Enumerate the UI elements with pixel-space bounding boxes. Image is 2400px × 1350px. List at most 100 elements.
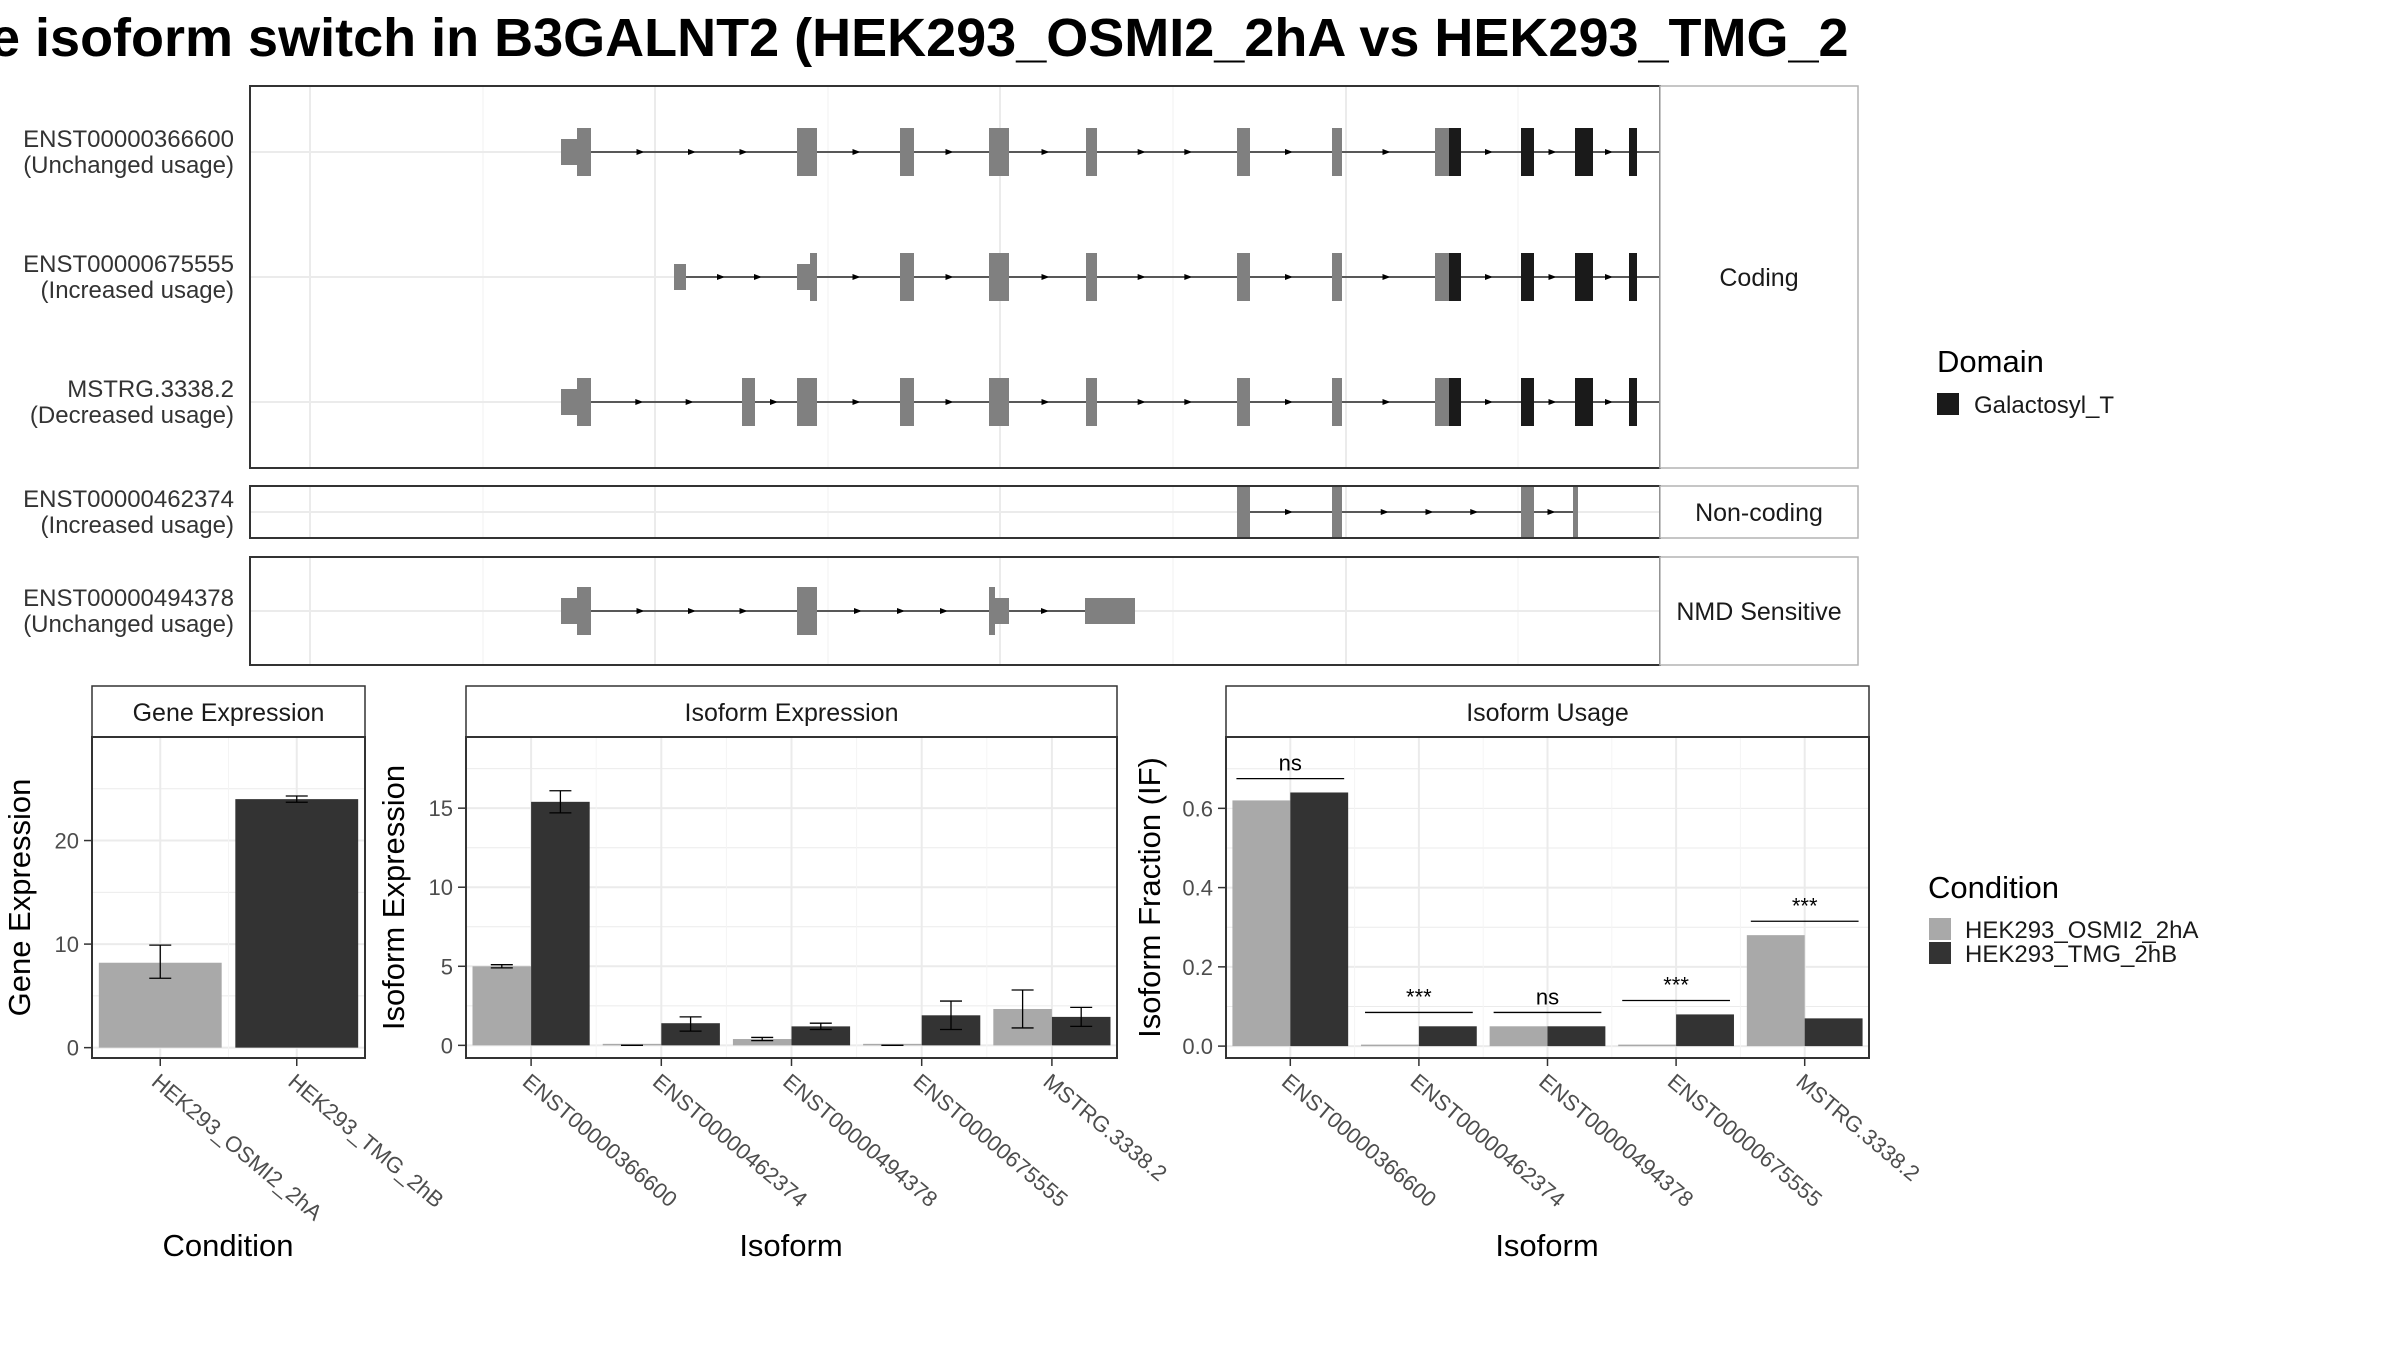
x-axis-title: Isoform xyxy=(739,1228,842,1263)
domain-exon xyxy=(1575,253,1593,301)
direction-arrow xyxy=(636,149,645,155)
direction-arrow xyxy=(717,274,725,280)
y-tick-label: 0.6 xyxy=(1182,796,1213,821)
facet-strip xyxy=(1659,85,1859,469)
bar xyxy=(1676,1014,1734,1047)
isoform-label: ENST00000462374 xyxy=(23,486,234,513)
exon xyxy=(1237,253,1250,301)
exon xyxy=(1332,128,1342,176)
isoform-status-label: (Increased usage) xyxy=(41,277,234,304)
exon xyxy=(561,389,577,415)
exon xyxy=(1435,253,1449,301)
domain-legend: Domain Galactosyl_T xyxy=(1937,344,2114,419)
exon xyxy=(1237,128,1250,176)
isoform-track: ENST00000462374(Increased usage) xyxy=(23,486,1578,539)
bar xyxy=(472,966,532,1046)
exon xyxy=(561,139,577,165)
exon xyxy=(1086,253,1097,301)
direction-arrow xyxy=(1605,274,1613,280)
domain-exon xyxy=(1629,128,1637,176)
exon xyxy=(561,598,577,624)
panel-strip-label: Isoform Expression xyxy=(685,699,899,727)
direction-arrow xyxy=(854,608,862,614)
isoform-label: MSTRG.3338.2 xyxy=(67,376,234,403)
direction-arrow xyxy=(1548,399,1557,405)
direction-arrow xyxy=(1548,149,1557,155)
facet-strip-label: NMD Sensitive xyxy=(1676,598,1841,626)
bar xyxy=(863,1043,922,1046)
exon xyxy=(797,264,810,290)
isoform-label: ENST00000675555 xyxy=(23,251,234,278)
exon xyxy=(577,378,591,426)
y-tick-label: 10 xyxy=(55,932,79,957)
bar xyxy=(235,799,359,1048)
isoform-label: ENST00000366600 xyxy=(23,126,234,153)
exon xyxy=(989,253,1009,301)
direction-arrow xyxy=(945,399,954,405)
exon xyxy=(989,378,1009,426)
bar xyxy=(1232,800,1291,1047)
facet-strip xyxy=(1659,556,1859,666)
exon xyxy=(1435,378,1449,426)
x-axis-title: Condition xyxy=(163,1228,294,1263)
exon xyxy=(797,378,817,426)
isoform-status-label: (Increased usage) xyxy=(41,512,234,539)
direction-arrow xyxy=(635,399,644,405)
domain-exon xyxy=(1629,253,1637,301)
direction-arrow xyxy=(739,608,748,614)
domain-exon xyxy=(1449,378,1461,426)
y-tick-label: 10 xyxy=(429,875,453,900)
domain-legend-label: Galactosyl_T xyxy=(1974,392,2114,419)
significance-label: *** xyxy=(1792,893,1818,918)
exon xyxy=(577,587,591,635)
direction-arrow xyxy=(685,399,694,405)
direction-arrow xyxy=(1285,274,1293,280)
direction-arrow xyxy=(688,149,696,155)
panel-strip xyxy=(465,685,1118,738)
significance-label: *** xyxy=(1406,984,1432,1009)
direction-arrow xyxy=(1548,274,1557,280)
bar xyxy=(661,1023,720,1046)
exon xyxy=(1332,378,1342,426)
y-axis-title: Isoform Expression xyxy=(376,765,411,1030)
x-axis-title: Isoform xyxy=(1495,1228,1598,1263)
legends: Domain Galactosyl_T Condition HEK293_OSMI2_… xyxy=(1928,344,2198,968)
direction-arrow xyxy=(636,608,645,614)
direction-arrow xyxy=(1547,509,1556,515)
y-tick-label: 20 xyxy=(55,829,79,854)
significance-label: *** xyxy=(1663,973,1689,998)
domain-exon xyxy=(1449,128,1461,176)
panel-strip-label: Gene Expression xyxy=(133,699,325,727)
significance-label: ns xyxy=(1536,984,1559,1009)
exon xyxy=(989,128,1009,176)
direction-arrow xyxy=(1041,399,1050,405)
direction-arrow xyxy=(1137,274,1146,280)
panel-border xyxy=(91,736,366,1059)
exon xyxy=(1332,486,1342,538)
condition-legend-title: Condition xyxy=(1928,870,2059,905)
bar xyxy=(1290,792,1349,1047)
domain-legend-key xyxy=(1937,393,1959,415)
direction-arrow xyxy=(1485,399,1493,405)
direction-arrow xyxy=(1485,274,1493,280)
direction-arrow xyxy=(1605,399,1613,405)
y-tick-label: 5 xyxy=(441,954,453,979)
y-tick-label: 0.4 xyxy=(1182,876,1213,901)
direction-arrow xyxy=(1184,399,1193,405)
condition-legend-label: HEK293_OSMI2_2hA xyxy=(1965,917,2198,944)
exon xyxy=(797,128,817,176)
condition-legend-label: HEK293_TMG_2hB xyxy=(1965,941,2177,968)
condition-legend-key xyxy=(1929,918,1951,940)
domain-exon xyxy=(1575,378,1593,426)
exon xyxy=(1332,253,1342,301)
domain-exon xyxy=(1449,253,1461,301)
direction-arrow xyxy=(688,608,696,614)
isoform-status-label: (Unchanged usage) xyxy=(23,152,234,179)
direction-arrow xyxy=(1184,274,1193,280)
y-axis-title: Gene Expression xyxy=(2,779,37,1017)
bar xyxy=(732,1039,792,1046)
domain-exon xyxy=(1629,378,1637,426)
direction-arrow xyxy=(1382,149,1391,155)
direction-arrow xyxy=(897,608,905,614)
bar xyxy=(602,1043,662,1046)
